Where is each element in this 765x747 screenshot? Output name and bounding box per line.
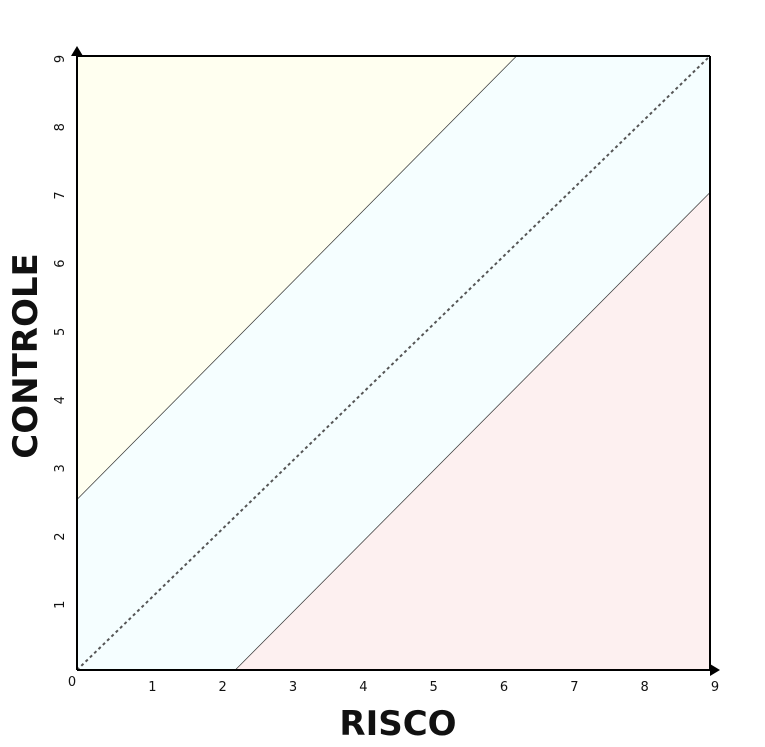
y-tick-label: 7 xyxy=(53,191,68,199)
y-axis-title: CONTROLE xyxy=(6,253,46,458)
y-tick-label: 4 xyxy=(53,396,68,404)
y-tick-label: 1 xyxy=(53,601,68,609)
x-tick-label: 4 xyxy=(359,680,367,695)
y-tick-label: 3 xyxy=(53,464,68,472)
chart-lines xyxy=(76,55,711,671)
y-tick-label: 8 xyxy=(53,123,68,131)
x-tick-labels: 1 2 3 4 5 6 7 8 9 xyxy=(148,680,719,695)
y-tick-labels: 1 2 3 4 5 6 7 8 9 xyxy=(53,55,68,609)
boundary-line-1 xyxy=(76,55,517,500)
x-tick-label: 6 xyxy=(500,680,508,695)
x-axis-title: RISCO xyxy=(339,704,456,744)
y-tick-label: 2 xyxy=(53,532,68,540)
x-axis-arrow xyxy=(710,664,720,676)
y-tick-label: 9 xyxy=(53,55,68,63)
y-tick-label: 5 xyxy=(53,328,68,336)
x-tick-label: 3 xyxy=(289,680,297,695)
chart-axes xyxy=(71,46,720,676)
x-tick-label: 7 xyxy=(570,680,578,695)
origin-label: 0 xyxy=(68,675,76,690)
diagonal-reference-line xyxy=(76,55,711,671)
x-tick-label: 9 xyxy=(711,680,719,695)
x-tick-label: 8 xyxy=(641,680,649,695)
x-tick-label: 5 xyxy=(430,680,438,695)
y-axis-arrow xyxy=(71,46,83,56)
x-tick-label: 2 xyxy=(219,680,227,695)
y-tick-label: 6 xyxy=(53,260,68,268)
x-tick-label: 1 xyxy=(148,680,156,695)
boundary-line-2 xyxy=(235,192,711,671)
